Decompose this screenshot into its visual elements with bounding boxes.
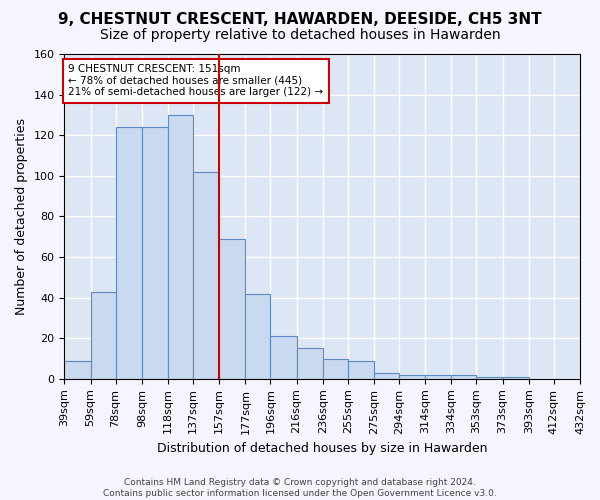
Text: Contains HM Land Registry data © Crown copyright and database right 2024.
Contai: Contains HM Land Registry data © Crown c… <box>103 478 497 498</box>
Bar <box>271 336 296 379</box>
Bar <box>374 372 399 379</box>
Bar <box>168 115 193 379</box>
X-axis label: Distribution of detached houses by size in Hawarden: Distribution of detached houses by size … <box>157 442 487 455</box>
Bar <box>91 292 116 379</box>
Bar <box>193 172 219 379</box>
Bar <box>296 348 323 379</box>
Bar <box>476 377 503 379</box>
Bar <box>425 375 451 379</box>
Bar <box>142 127 168 379</box>
Bar <box>399 375 425 379</box>
Bar <box>348 360 374 379</box>
Bar <box>64 360 91 379</box>
Bar <box>323 358 348 379</box>
Bar <box>116 127 142 379</box>
Text: 9, CHESTNUT CRESCENT, HAWARDEN, DEESIDE, CH5 3NT: 9, CHESTNUT CRESCENT, HAWARDEN, DEESIDE,… <box>58 12 542 28</box>
Bar <box>451 375 476 379</box>
Y-axis label: Number of detached properties: Number of detached properties <box>15 118 28 315</box>
Bar <box>503 377 529 379</box>
Bar <box>219 238 245 379</box>
Bar <box>245 294 271 379</box>
Text: 9 CHESTNUT CRESCENT: 151sqm
← 78% of detached houses are smaller (445)
21% of se: 9 CHESTNUT CRESCENT: 151sqm ← 78% of det… <box>68 64 323 98</box>
Text: Size of property relative to detached houses in Hawarden: Size of property relative to detached ho… <box>100 28 500 42</box>
